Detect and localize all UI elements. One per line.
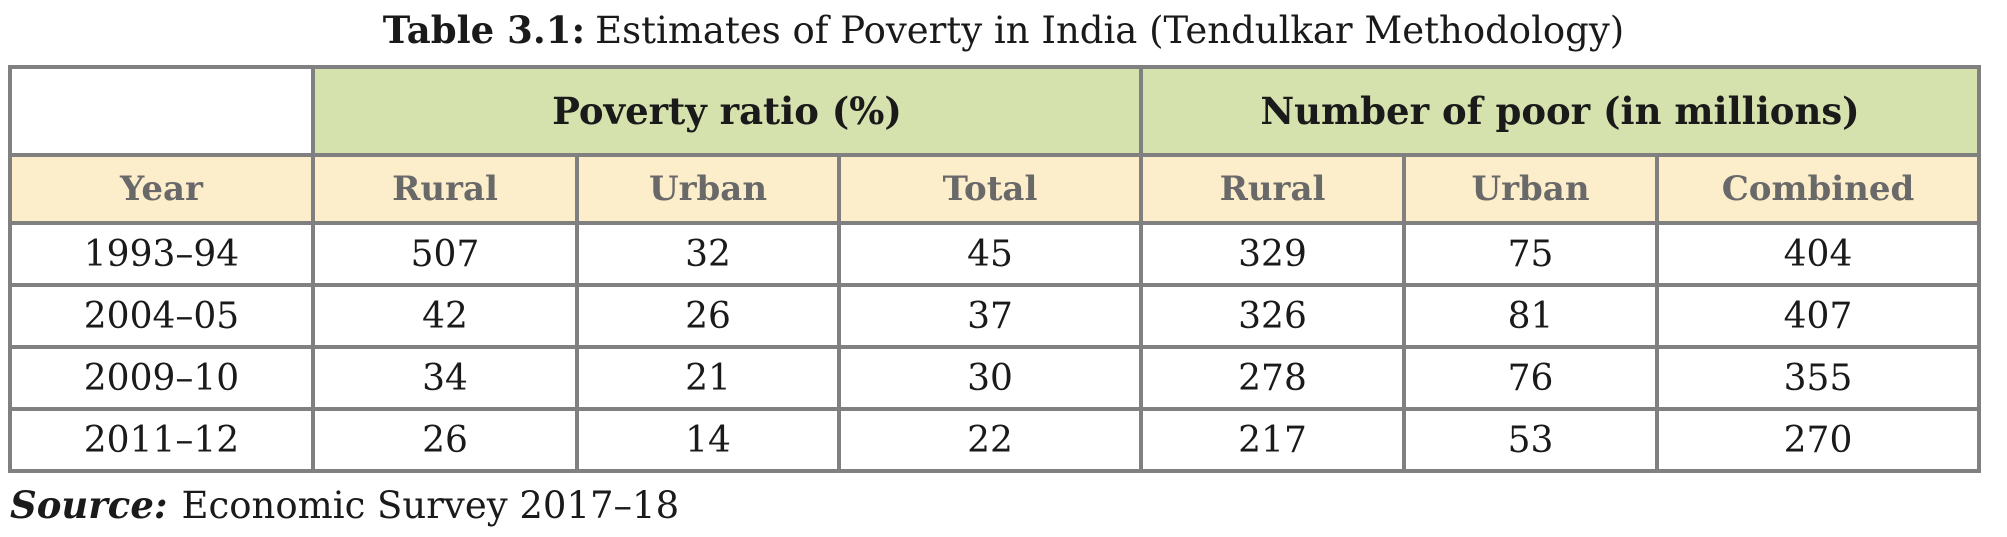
table-row: 2004–05 42 26 37 326 81 407 [8, 283, 1981, 349]
cell-rural-poor: 217 [1139, 407, 1406, 473]
cell-rural-poor: 326 [1139, 283, 1406, 349]
cell-combined-poor: 355 [1655, 345, 1981, 411]
cell-rural-poor: 329 [1139, 221, 1406, 287]
source-text: Economic Survey 2017–18 [181, 484, 680, 527]
cell-urban-poor: 75 [1402, 221, 1659, 287]
cell-year: 2009–10 [8, 345, 315, 411]
column-header-total-ratio: Total [837, 153, 1143, 225]
cell-urban-poor: 53 [1402, 407, 1659, 473]
group-header-poverty-ratio: Poverty ratio (%) [311, 65, 1143, 157]
column-header-rural-poor: Rural [1139, 153, 1406, 225]
cell-combined-poor: 404 [1655, 221, 1981, 287]
cell-year: 1993–94 [8, 221, 315, 287]
cell-total-ratio: 45 [837, 221, 1143, 287]
cell-rural-ratio: 26 [311, 407, 579, 473]
poverty-table: Poverty ratio (%) Number of poor (in mil… [8, 65, 1981, 473]
cell-urban-ratio: 32 [575, 221, 841, 287]
cell-combined-poor: 270 [1655, 407, 1981, 473]
cell-rural-ratio: 42 [311, 283, 579, 349]
cell-year: 2011–12 [8, 407, 315, 473]
table-row: 2009–10 34 21 30 278 76 355 [8, 345, 1981, 411]
cell-urban-poor: 76 [1402, 345, 1659, 411]
cell-urban-ratio: 21 [575, 345, 841, 411]
table-title-label: Table 3.1: [382, 8, 586, 52]
table-row: 2011–12 26 14 22 217 53 270 [8, 407, 1981, 473]
group-header-row: Poverty ratio (%) Number of poor (in mil… [8, 65, 1981, 157]
table-title-text: Estimates of Poverty in India (Tendulkar… [595, 9, 1625, 52]
cell-urban-ratio: 14 [575, 407, 841, 473]
cell-rural-poor: 278 [1139, 345, 1406, 411]
source-line: Source: Economic Survey 2017–18 [10, 483, 2007, 527]
cell-combined-poor: 407 [1655, 283, 1981, 349]
cell-urban-poor: 81 [1402, 283, 1659, 349]
cell-year: 2004–05 [8, 283, 315, 349]
column-header-urban-poor: Urban [1402, 153, 1659, 225]
column-header-row: Year Rural Urban Total Rural Urban Combi… [8, 153, 1981, 225]
group-header-number-of-poor: Number of poor (in millions) [1139, 65, 1981, 157]
cell-rural-ratio: 34 [311, 345, 579, 411]
column-header-year: Year [8, 153, 315, 225]
cell-rural-ratio: 507 [311, 221, 579, 287]
column-header-rural-ratio: Rural [311, 153, 579, 225]
source-label: Source: [10, 483, 168, 527]
cell-urban-ratio: 26 [575, 283, 841, 349]
column-header-combined-poor: Combined [1655, 153, 1981, 225]
column-header-urban-ratio: Urban [575, 153, 841, 225]
cell-total-ratio: 37 [837, 283, 1143, 349]
table-row: 1993–94 507 32 45 329 75 404 [8, 221, 1981, 287]
cell-total-ratio: 22 [837, 407, 1143, 473]
cell-total-ratio: 30 [837, 345, 1143, 411]
table-title: Table 3.1: Estimates of Poverty in India … [0, 6, 2007, 55]
empty-corner-cell [8, 65, 315, 157]
